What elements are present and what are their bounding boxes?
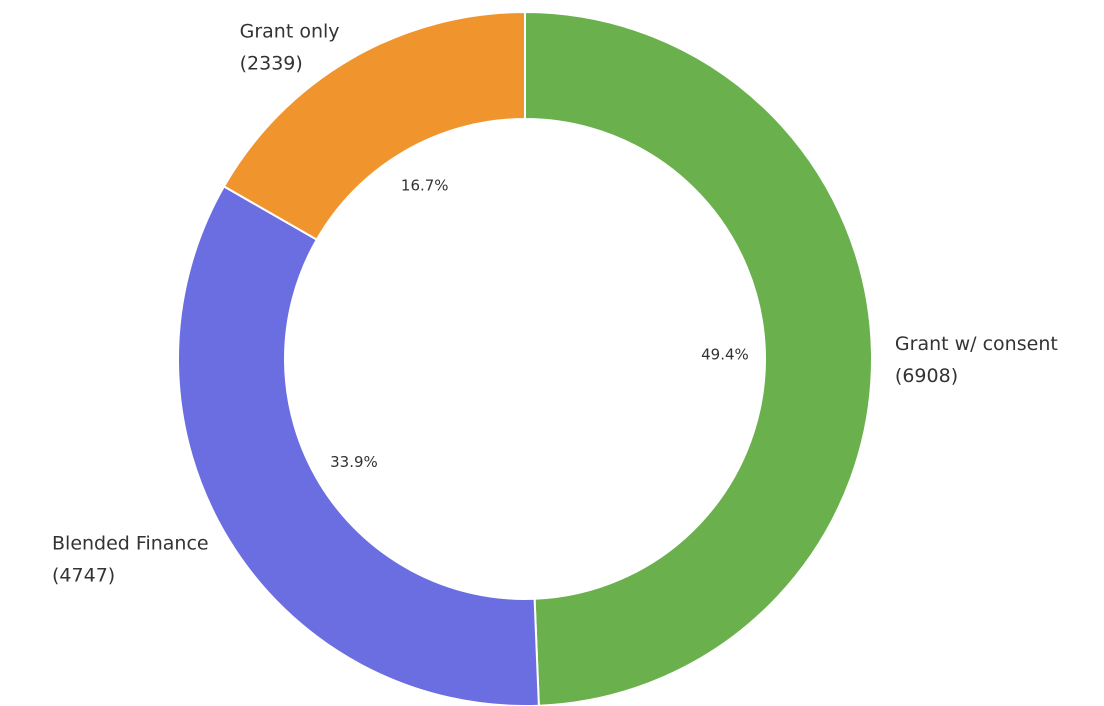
percent-label: 49.4%	[701, 346, 749, 364]
value-label: (4747)	[52, 564, 115, 586]
donut-slice	[222, 10, 526, 241]
category-label: Grant only	[240, 20, 340, 42]
value-label: (2339)	[240, 52, 303, 74]
percent-label: 16.7%	[401, 176, 449, 194]
donut-slice	[177, 185, 540, 706]
percent-label: 33.9%	[330, 453, 378, 471]
value-label: (6908)	[895, 365, 958, 387]
category-label: Blended Finance	[52, 532, 209, 554]
category-label: Grant w/ consent	[895, 333, 1058, 355]
donut-slice	[524, 10, 873, 706]
